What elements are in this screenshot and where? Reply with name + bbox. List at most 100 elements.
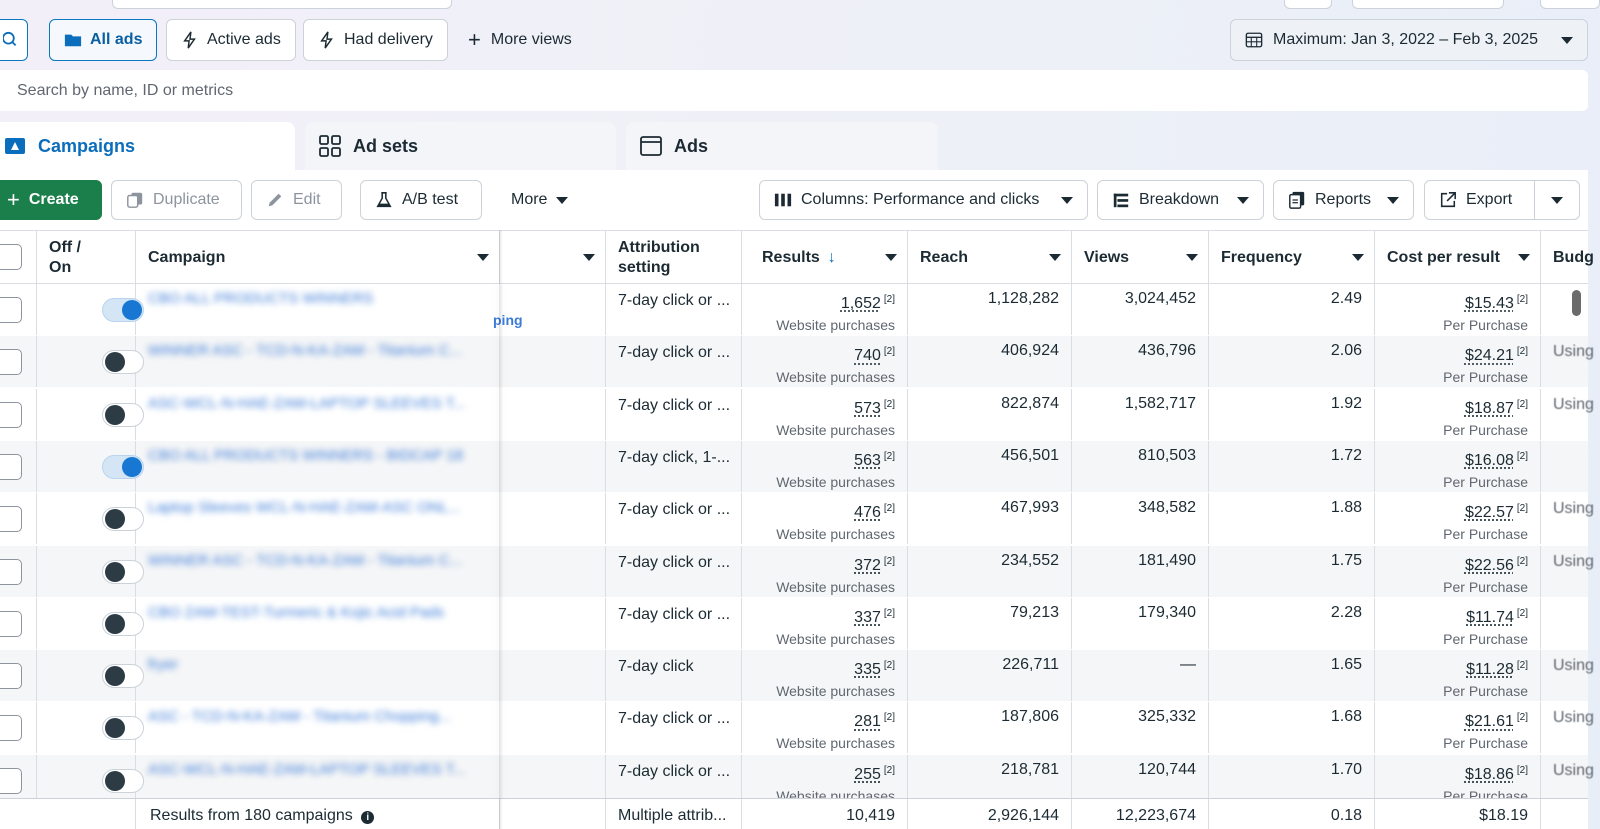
cost-value[interactable]: $22.56: [1464, 556, 1514, 574]
breakdown-button[interactable]: Breakdown: [1097, 180, 1264, 220]
cost-value[interactable]: $11.28: [1466, 661, 1514, 679]
header-off-on[interactable]: Off / On: [37, 231, 136, 284]
export-button[interactable]: Export: [1424, 180, 1535, 220]
results-value[interactable]: 281: [854, 713, 881, 731]
cost-value[interactable]: $18.86: [1464, 765, 1514, 783]
view-had-delivery-button[interactable]: Had delivery: [303, 19, 448, 61]
campaign-name-link[interactable]: Laptop Sleeves WCL-N-HAE-ZAM-ASC ONL...: [136, 493, 500, 545]
campaign-on-off-toggle[interactable]: [102, 350, 144, 375]
campaign-on-off-toggle[interactable]: [102, 716, 144, 741]
campaign-on-off-toggle[interactable]: [102, 664, 144, 689]
view-all-ads-button[interactable]: All ads: [49, 19, 158, 61]
header-hidden-column[interactable]: [500, 231, 606, 284]
row-checkbox[interactable]: [0, 715, 22, 742]
campaign-on-off-toggle[interactable]: [102, 507, 144, 532]
tab-ads[interactable]: Ads: [626, 122, 938, 170]
date-range-picker[interactable]: Maximum: Jan 3, 2022 – Feb 3, 2025: [1230, 19, 1588, 61]
chevron-down-icon[interactable]: [477, 254, 489, 261]
sort-down-icon[interactable]: ↓: [827, 248, 836, 266]
search-toggle-button[interactable]: [0, 19, 28, 61]
chevron-down-icon[interactable]: [1518, 254, 1530, 261]
results-value[interactable]: 255: [854, 765, 881, 783]
header-budget[interactable]: Budg: [1541, 231, 1600, 284]
campaign-on-off-toggle[interactable]: [102, 402, 144, 427]
campaign-name-link[interactable]: CBO ALL PRODUCTS WINNERS - BIDCAP 18: [136, 440, 500, 492]
campaign-on-off-toggle[interactable]: [102, 454, 144, 479]
table-row[interactable]: ASC - TCD-N-KA-ZAM - Titanium Chopping..…: [0, 702, 1594, 754]
top-button-fragment[interactable]: [1352, 0, 1504, 9]
table-row[interactable]: WINNER ASC - TCD-N-KA-ZAM - Titanium C..…: [0, 336, 1594, 388]
chevron-down-icon[interactable]: [1352, 254, 1364, 261]
results-value[interactable]: 1,652: [840, 295, 881, 312]
results-value[interactable]: 337: [854, 608, 881, 626]
top-button-fragment[interactable]: [1540, 0, 1600, 9]
results-value[interactable]: 573: [854, 399, 881, 417]
top-button-fragment[interactable]: [1284, 0, 1332, 9]
info-icon[interactable]: i: [361, 811, 375, 824]
campaign-name-link[interactable]: WINNER ASC - TCD-N-KA-ZAM - Titanium C..…: [136, 545, 500, 597]
campaign-name-link[interactable]: CBO ALL PRODUCTS WINNERS: [136, 284, 500, 335]
chevron-down-icon[interactable]: [583, 254, 595, 261]
header-campaign[interactable]: Campaign: [136, 231, 500, 284]
campaign-on-off-toggle[interactable]: [102, 298, 144, 322]
cost-value[interactable]: $24.21: [1464, 347, 1514, 365]
campaign-name-link[interactable]: fryer: [136, 650, 500, 702]
edit-button[interactable]: Edit: [251, 180, 342, 220]
cost-value[interactable]: $18.87: [1464, 399, 1514, 417]
table-row[interactable]: CBO ZAM-TEST-Turmeric & Kojic Acid Pads …: [0, 597, 1588, 649]
cost-value[interactable]: $21.61: [1464, 713, 1514, 731]
campaign-name-link[interactable]: ASC - TCD-N-KA-ZAM - Titanium Chopping..…: [136, 702, 500, 754]
chevron-down-icon[interactable]: [1049, 254, 1061, 261]
header-frequency[interactable]: Frequency: [1209, 231, 1375, 284]
campaign-on-off-toggle[interactable]: [102, 611, 144, 636]
campaign-name-link[interactable]: ASC-WCL-N-HAE-ZAM-LAPTOP SLEEVES T...: [136, 388, 500, 440]
results-value[interactable]: 740: [854, 347, 881, 365]
row-checkbox[interactable]: [0, 297, 22, 323]
table-scrollbar-thumb[interactable]: [1572, 290, 1581, 316]
table-row[interactable]: fryer 7-day click 335 [2] Website purchas…: [0, 650, 1594, 702]
top-input-fragment[interactable]: [112, 0, 452, 9]
cost-value[interactable]: $22.57: [1464, 504, 1514, 522]
ab-test-button[interactable]: A/B test: [360, 180, 482, 220]
more-views-button[interactable]: + More views: [468, 19, 572, 61]
header-reach[interactable]: Reach: [908, 231, 1072, 284]
select-all-checkbox[interactable]: [0, 244, 22, 270]
duplicate-button[interactable]: Duplicate: [111, 180, 242, 220]
view-active-ads-button[interactable]: Active ads: [166, 19, 296, 61]
row-checkbox[interactable]: [0, 663, 22, 690]
results-value[interactable]: 476: [854, 504, 881, 522]
create-button[interactable]: + Create: [0, 180, 102, 220]
results-value[interactable]: 563: [854, 451, 881, 469]
header-results[interactable]: Results ↓: [742, 231, 908, 284]
table-row[interactable]: WINNER ASC - TCD-N-KA-ZAM - Titanium C..…: [0, 545, 1594, 597]
cost-value[interactable]: $15.43: [1464, 295, 1514, 312]
campaign-name-link[interactable]: CBO ZAM-TEST-Turmeric & Kojic Acid Pads: [136, 597, 500, 649]
table-row[interactable]: Laptop Sleeves WCL-N-HAE-ZAM-ASC ONL... …: [0, 493, 1594, 545]
campaign-name-link[interactable]: ASC-WCL-N-HAE-ZAM-LAPTOP SLEEVES T...: [136, 754, 500, 806]
header-views[interactable]: Views: [1072, 231, 1209, 284]
search-input[interactable]: Search by name, ID or metrics: [0, 70, 1588, 111]
table-row[interactable]: CBO ALL PRODUCTS WINNERS - BIDCAP 18 7-d…: [0, 440, 1588, 492]
row-checkbox[interactable]: [0, 767, 22, 794]
campaign-on-off-toggle[interactable]: [102, 768, 144, 793]
cost-value[interactable]: $16.08: [1464, 451, 1514, 469]
tab-campaigns[interactable]: Campaigns: [0, 122, 295, 170]
row-checkbox[interactable]: [0, 610, 22, 637]
export-options-button[interactable]: [1534, 180, 1580, 220]
results-value[interactable]: 335: [854, 661, 881, 679]
chevron-down-icon[interactable]: [885, 254, 897, 261]
columns-selector[interactable]: Columns: Performance and clicks: [759, 180, 1088, 220]
row-checkbox[interactable]: [0, 558, 22, 585]
campaign-name-link[interactable]: WINNER ASC - TCD-N-KA-ZAM - Titanium C..…: [136, 336, 500, 388]
table-row[interactable]: ASC-WCL-N-HAE-ZAM-LAPTOP SLEEVES T... 7-…: [0, 754, 1594, 806]
row-checkbox[interactable]: [0, 401, 22, 428]
reports-button[interactable]: Reports: [1273, 180, 1414, 220]
header-attribution[interactable]: Attribution setting: [606, 231, 742, 284]
row-checkbox[interactable]: [0, 506, 22, 533]
tab-ad-sets[interactable]: Ad sets: [305, 122, 616, 170]
cost-value[interactable]: $11.74: [1466, 608, 1514, 626]
header-cost-per-result[interactable]: Cost per result: [1375, 231, 1541, 284]
campaign-on-off-toggle[interactable]: [102, 559, 144, 584]
table-row[interactable]: ASC-WCL-N-HAE-ZAM-LAPTOP SLEEVES T... 7-…: [0, 388, 1594, 440]
results-value[interactable]: 372: [854, 556, 881, 574]
